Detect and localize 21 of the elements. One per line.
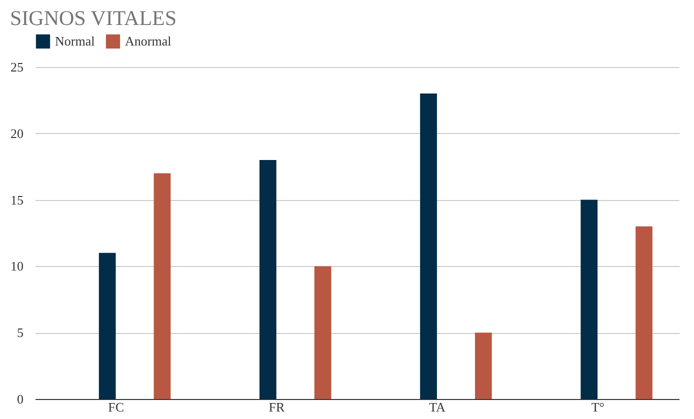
bar (98, 252, 116, 399)
bar (420, 94, 437, 399)
y-tick-label: 25 (10, 60, 24, 74)
chart-title: SIGNOS VITALES (10, 6, 177, 30)
x-tick-label: T° (591, 400, 604, 414)
bar (636, 226, 652, 399)
x-tick-label: FR (268, 400, 285, 414)
bar (259, 160, 276, 399)
bar (314, 266, 332, 399)
y-tick-label: 5 (17, 325, 24, 340)
bar (580, 200, 598, 399)
y-tick-label: 20 (10, 126, 24, 141)
x-tick-label: TA (429, 400, 446, 414)
y-tick-label: 0 (17, 392, 24, 406)
bar (474, 332, 492, 399)
bar (154, 173, 171, 399)
x-tick-label: FC (108, 400, 124, 414)
legend-label: Normal (55, 33, 96, 48)
y-tick-label: 15 (10, 192, 24, 208)
y-tick-label: 10 (10, 258, 24, 274)
legend-label: Anormal (125, 33, 172, 48)
